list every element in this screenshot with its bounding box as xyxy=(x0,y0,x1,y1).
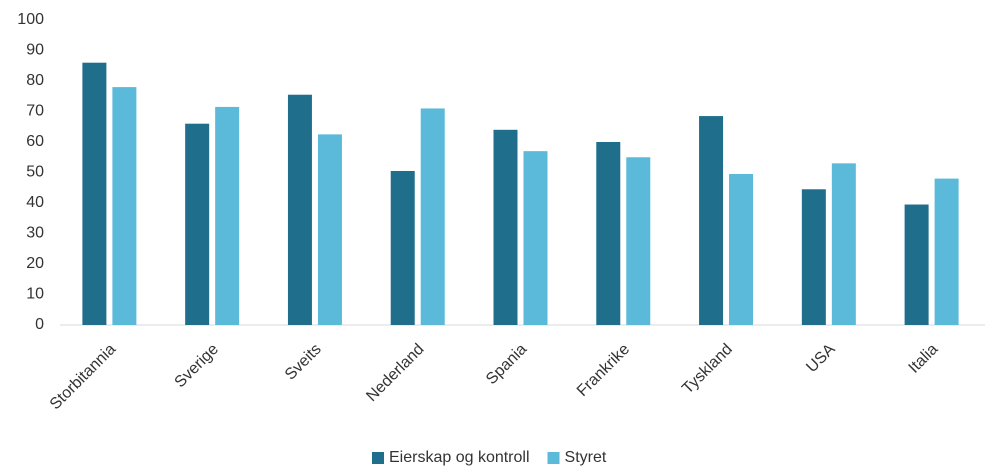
bar xyxy=(82,62,107,325)
y-tick-label: 90 xyxy=(26,42,44,59)
bar xyxy=(420,108,445,325)
bar xyxy=(215,106,240,325)
y-tick-label: 10 xyxy=(26,286,44,303)
bar xyxy=(904,204,929,325)
bar xyxy=(185,123,210,325)
bar xyxy=(801,189,826,325)
y-tick-label: 50 xyxy=(26,164,44,181)
y-tick-label: 20 xyxy=(26,255,44,272)
y-tick-label: 40 xyxy=(26,194,44,211)
legend-swatch xyxy=(372,452,384,464)
bar xyxy=(493,129,518,325)
bar xyxy=(287,94,312,325)
x-tick-label: Sverige xyxy=(172,341,222,391)
bar xyxy=(596,142,621,325)
bar xyxy=(112,87,137,325)
x-tick-label: Nederland xyxy=(363,341,427,405)
y-tick-label: 0 xyxy=(35,316,44,333)
bar xyxy=(934,178,959,325)
y-tick-label: 30 xyxy=(26,225,44,242)
bar xyxy=(626,157,651,325)
x-tick-label: Spania xyxy=(483,341,530,388)
y-tick-label: 100 xyxy=(17,11,44,28)
x-tick-label: Sveits xyxy=(282,341,325,384)
x-tick-label: USA xyxy=(803,341,839,377)
legend-label: Styret xyxy=(565,449,607,466)
x-tick-label: Storbitannia xyxy=(47,341,119,413)
bar xyxy=(729,174,754,325)
x-tick-label: Frankrike xyxy=(574,341,633,400)
y-tick-label: 60 xyxy=(26,133,44,150)
y-tick-label: 70 xyxy=(26,103,44,120)
legend-swatch xyxy=(547,452,560,464)
bar xyxy=(831,163,856,325)
y-tick-label: 80 xyxy=(26,72,44,89)
legend-label: Eierskap og kontroll xyxy=(389,449,530,466)
bar xyxy=(390,170,415,325)
bar xyxy=(317,134,342,325)
bar xyxy=(523,151,548,325)
bar xyxy=(699,116,724,325)
x-tick-label: Italia xyxy=(906,341,942,377)
x-tick-label: Tyskland xyxy=(679,341,736,398)
